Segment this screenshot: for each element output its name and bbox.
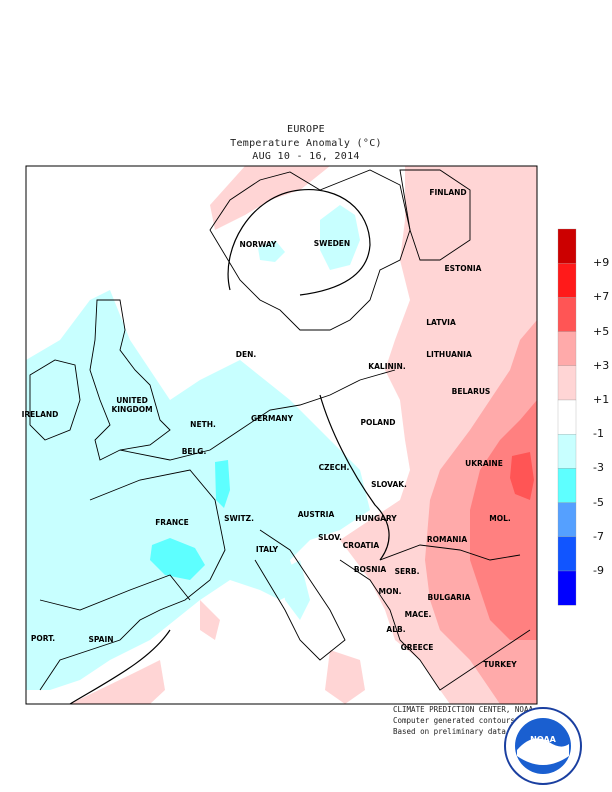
cold-region-italy <box>282 560 310 620</box>
warm-region-iberia-east <box>200 600 220 640</box>
country-label-kalinin: KALININ. <box>368 362 406 371</box>
credit-line-1: CLIMATE PREDICTION CENTER, NOAA <box>393 705 533 714</box>
credit-line-3: Based on preliminary data <box>393 727 506 736</box>
country-label-slov: SLOV. <box>318 533 342 542</box>
legend-swatch <box>557 468 577 503</box>
country-label-norway: NORWAY <box>240 240 277 249</box>
legend-swatch <box>557 228 577 264</box>
legend-swatch <box>557 434 577 469</box>
country-label-austria: AUSTRIA <box>298 510 335 519</box>
region-title: EUROPE <box>287 124 325 135</box>
legend-colorbar <box>557 228 577 606</box>
country-label-switz: SWITZ. <box>224 514 254 523</box>
country-label-turkey: TURKEY <box>483 660 517 669</box>
country-label-neth: NETH. <box>190 420 216 429</box>
country-label-united: UNITED <box>116 396 148 405</box>
country-label-mace: MACE. <box>405 610 432 619</box>
country-label-france: FRANCE <box>155 518 189 527</box>
country-label-lithuania: LITHUANIA <box>426 350 472 359</box>
country-label-slovak: SLOVAK. <box>371 480 407 489</box>
country-label-romania: ROMANIA <box>427 535 467 544</box>
legend-label: -5 <box>593 495 604 509</box>
cold-core-france <box>150 538 205 580</box>
legend-label: -1 <box>593 427 604 441</box>
legend-label: -3 <box>593 461 604 475</box>
legend-swatch <box>557 365 577 401</box>
warm-region-balkan <box>325 650 365 704</box>
cold-region-norway-spot <box>258 240 285 262</box>
legend-swatch <box>557 297 577 332</box>
legend-label: +1 <box>593 393 610 406</box>
country-label-ireland: IRELAND <box>22 410 59 419</box>
warm-region-hot <box>510 452 534 500</box>
country-label-latvia: LATVIA <box>426 318 456 327</box>
country-label-germany: GERMANY <box>251 414 294 423</box>
legend-label: +7 <box>593 290 610 304</box>
country-label-croatia: CROATIA <box>343 541 380 550</box>
country-label-greece: GREECE <box>401 643 434 652</box>
date-range: AUG 10 - 16, 2014 <box>252 151 360 162</box>
map-border <box>25 165 538 705</box>
legend-label: +9 <box>593 256 610 270</box>
legend-swatch <box>557 331 577 366</box>
country-label-italy: ITALY <box>256 545 279 554</box>
credit-line-2: Computer generated contours <box>393 716 515 725</box>
legend-swatch <box>557 502 577 537</box>
warm-region-norway <box>210 166 330 230</box>
country-label-belarus: BELARUS <box>452 387 491 396</box>
country-label-mon: MON. <box>379 587 402 596</box>
country-label-estonia: ESTONIA <box>445 264 482 273</box>
legend-swatch <box>557 399 577 435</box>
country-label-bulgaria: BULGARIA <box>428 593 471 602</box>
country-label-ukraine: UKRAINE <box>465 459 503 468</box>
map-title: Temperature Anomaly (°C) <box>230 138 382 149</box>
country-label-sweden: SWEDEN <box>314 239 350 248</box>
legend-label: -7 <box>593 529 604 543</box>
country-label-mol: MOL. <box>489 514 511 523</box>
cold-core-rhine <box>215 460 230 508</box>
cold-region-scand <box>320 205 360 270</box>
coastlines <box>29 169 531 691</box>
warm-region-spain <box>70 660 165 704</box>
country-label-finland: FINLAND <box>429 188 466 197</box>
country-label-poland: POLAND <box>361 418 396 427</box>
contour-zero-iberia <box>69 629 171 705</box>
legend-label: +5 <box>593 324 610 338</box>
country-label-alb: ALB. <box>386 625 405 634</box>
country-label-serb: SERB. <box>395 567 420 576</box>
country-label-hungary: HUNGARY <box>355 514 397 523</box>
legend-label: -9 <box>593 564 604 577</box>
country-label-kingdom: KINGDOM <box>111 405 152 414</box>
legend-label: +3 <box>593 358 610 372</box>
country-label-belg: BELG. <box>182 447 207 456</box>
country-label-den: DEN. <box>236 350 257 359</box>
country-label-port: PORT. <box>31 634 55 643</box>
country-label-czech: CZECH. <box>319 463 350 472</box>
legend-swatch <box>557 263 577 298</box>
legend-swatch <box>557 536 577 572</box>
country-labels: FINLAND NORWAY SWEDEN ESTONIA LATVIA LITHUANI… <box>22 188 518 669</box>
contour-zero-central <box>319 394 390 561</box>
contour-zero-scand <box>227 188 371 296</box>
country-label-spain: SPAIN <box>88 635 113 644</box>
country-label-bosnia: BOSNIA <box>354 565 387 574</box>
legend-swatch <box>557 570 577 606</box>
